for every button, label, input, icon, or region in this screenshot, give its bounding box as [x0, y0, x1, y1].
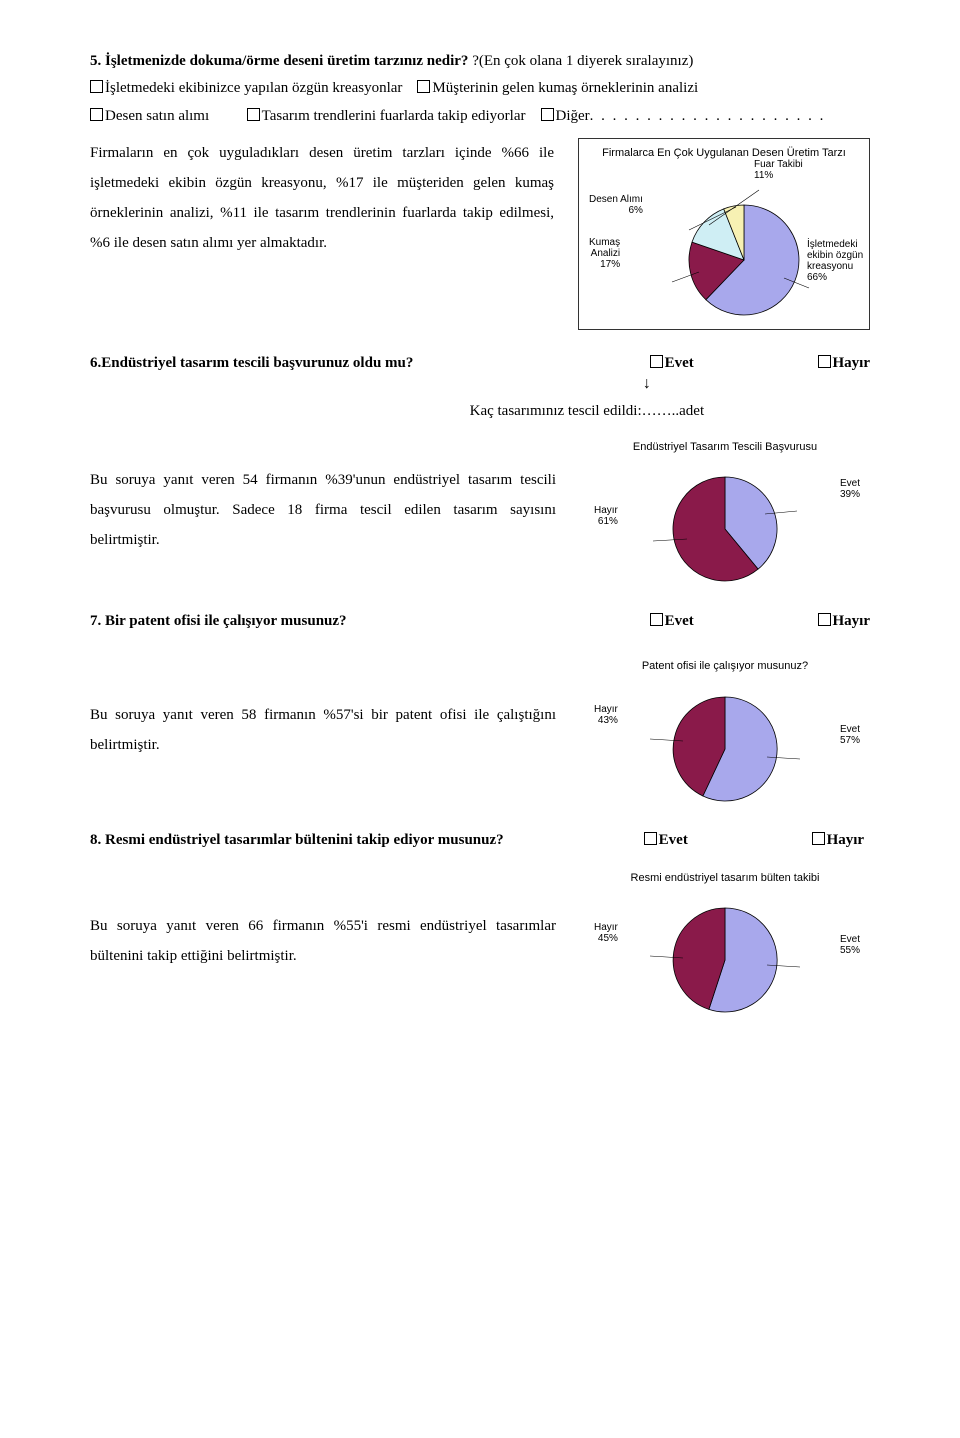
- checkbox-icon[interactable]: [90, 80, 103, 93]
- chart4-title: Resmi endüstriyel tasarım bülten takibi: [580, 870, 870, 887]
- chart1-lbl-desen: Desen Alımı 6%: [589, 194, 643, 216]
- checkbox-icon[interactable]: [650, 355, 663, 368]
- lbl: ekibin özgün: [807, 250, 863, 261]
- lbl: kreasyonu: [807, 261, 863, 272]
- lbl: Hayır: [594, 505, 618, 516]
- chart3-evet-label: Evet 57%: [840, 724, 860, 746]
- lbl: Evet: [840, 934, 860, 945]
- checkbox-icon[interactable]: [650, 613, 663, 626]
- down-arrow-icon: ↓: [643, 375, 651, 392]
- q5-options-row1: İşletmedeki ekibinizce yapılan özgün kre…: [90, 77, 870, 100]
- lbl: Hayır: [594, 704, 618, 715]
- q6-title: 6.Endüstriyel tasarım tescili başvurunuz…: [90, 352, 413, 375]
- lbl: 66%: [807, 272, 863, 283]
- chart1-lbl-fuar: Fuar Takibi 11%: [754, 159, 803, 181]
- lbl: 39%: [840, 489, 860, 500]
- lbl: İşletmedeki: [807, 239, 863, 250]
- q5-opt3: Desen satın alımı: [105, 108, 209, 124]
- checkbox-icon[interactable]: [541, 108, 554, 121]
- q7-body-row: Bu soruya yanıt veren 58 firmanın %57'si…: [90, 652, 870, 807]
- q5-dots: . . . . . . . . . . . . . . . . . . . . …: [590, 108, 826, 124]
- chart2-box: Endüstriyel Tasarım Tescili Başvurusu Ev…: [580, 433, 870, 588]
- chart1-lbl-kumas: Kumaş Analizi 17%: [589, 237, 620, 270]
- q6-body: Bu soruya yanıt veren 54 firmanın %39'un…: [90, 465, 556, 555]
- q6-arrow-row: ↓: [90, 372, 870, 396]
- q7-evet: Evet: [665, 613, 694, 629]
- q5-options-row2: Desen satın alımı Tasarım trendlerini fu…: [90, 105, 870, 128]
- checkbox-icon[interactable]: [818, 613, 831, 626]
- q6-evet: Evet: [665, 355, 694, 371]
- q6-heading-row: 6.Endüstriyel tasarım tescili başvurunuz…: [90, 352, 870, 375]
- lbl: 11%: [754, 170, 803, 181]
- chart4-evet-label: Evet 55%: [840, 934, 860, 956]
- chart1-box: Firmalarca En Çok Uygulanan Desen Üretim…: [578, 138, 870, 330]
- q8-answers: Evet Hayır: [524, 829, 864, 852]
- q6-answers: Evet Hayır: [530, 352, 870, 375]
- chart3-title: Patent ofisi ile çalışıyor musunuz?: [580, 658, 870, 675]
- lbl: Kumaş: [589, 237, 620, 248]
- q5-subhead: ?(En çok olana 1 diyerek sıralayınız): [472, 53, 693, 69]
- chart1-title: Firmalarca En Çok Uygulanan Desen Üretim…: [579, 145, 869, 162]
- q8-body: Bu soruya yanıt veren 66 firmanın %55'i …: [90, 911, 556, 971]
- lbl: 55%: [840, 945, 860, 956]
- q5-heading: 5. İşletmenizde dokuma/örme deseni üreti…: [90, 50, 870, 73]
- q6-body-row: Bu soruya yanıt veren 54 firmanın %39'un…: [90, 433, 870, 588]
- chart2-evet-label: Evet 39%: [840, 478, 860, 500]
- lbl: 17%: [589, 259, 620, 270]
- lbl: Hayır: [594, 922, 618, 933]
- lbl: Evet: [840, 724, 860, 735]
- q7-heading-row: 7. Bir patent ofisi ile çalışıyor musunu…: [90, 610, 870, 633]
- lbl: Analizi: [589, 248, 620, 259]
- q8-heading-row: 8. Resmi endüstriyel tasarımlar bültenin…: [90, 829, 870, 852]
- q6-subline: Kaç tasarımınız tescil edildi:……..adet: [90, 400, 870, 423]
- q7-hayir: Hayır: [833, 613, 871, 629]
- q7-answers: Evet Hayır: [530, 610, 870, 633]
- q5-title: 5. İşletmenizde dokuma/örme deseni üreti…: [90, 53, 468, 69]
- q5-opt4: Tasarım trendlerini fuarlarda takip ediy…: [262, 108, 526, 124]
- chart4-hayir-label: Hayır 45%: [594, 922, 618, 944]
- q8-body-row: Bu soruya yanıt veren 66 firmanın %55'i …: [90, 864, 870, 1019]
- lbl: Fuar Takibi: [754, 159, 803, 170]
- q5-body: Firmaların en çok uyguladıkları desen ür…: [90, 138, 554, 258]
- chart2-title: Endüstriyel Tasarım Tescili Başvurusu: [580, 439, 870, 456]
- lbl: 43%: [594, 715, 618, 726]
- checkbox-icon[interactable]: [644, 832, 657, 845]
- q5-opt1: İşletmedeki ekibinizce yapılan özgün kre…: [105, 80, 402, 96]
- lbl: Evet: [840, 478, 860, 489]
- chart3-box: Patent ofisi ile çalışıyor musunuz? Evet…: [580, 652, 870, 807]
- chart4-pie: [580, 890, 870, 1025]
- lbl: 61%: [594, 516, 618, 527]
- lbl: 45%: [594, 933, 618, 944]
- chart2-hayir-label: Hayır 61%: [594, 505, 618, 527]
- q8-hayir: Hayır: [827, 832, 865, 848]
- q8-title: 8. Resmi endüstriyel tasarımlar bültenin…: [90, 829, 504, 852]
- checkbox-icon[interactable]: [247, 108, 260, 121]
- checkbox-icon[interactable]: [90, 108, 103, 121]
- q6-sub: Kaç tasarımınız tescil edildi:……..adet: [470, 403, 705, 419]
- chart3-pie: [580, 679, 870, 814]
- q7-title: 7. Bir patent ofisi ile çalışıyor musunu…: [90, 610, 347, 633]
- chart1-lbl-isletme: İşletmedeki ekibin özgün kreasyonu 66%: [807, 239, 863, 283]
- q5-body-row: Firmaların en çok uyguladıkları desen ür…: [90, 138, 870, 330]
- checkbox-icon[interactable]: [812, 832, 825, 845]
- chart2-pie: [580, 459, 870, 594]
- checkbox-icon[interactable]: [818, 355, 831, 368]
- q7-body: Bu soruya yanıt veren 58 firmanın %57'si…: [90, 700, 556, 760]
- q6-hayir: Hayır: [833, 355, 871, 371]
- q5-opt2: Müşterinin gelen kumaş örneklerinin anal…: [432, 80, 698, 96]
- chart4-box: Resmi endüstriyel tasarım bülten takibi …: [580, 864, 870, 1019]
- checkbox-icon[interactable]: [417, 80, 430, 93]
- q8-evet: Evet: [659, 832, 688, 848]
- chart3-hayir-label: Hayır 43%: [594, 704, 618, 726]
- q5-opt5: Diğer: [556, 108, 590, 124]
- lbl: 6%: [589, 205, 643, 216]
- lbl: Desen Alımı: [589, 194, 643, 205]
- lbl: 57%: [840, 735, 860, 746]
